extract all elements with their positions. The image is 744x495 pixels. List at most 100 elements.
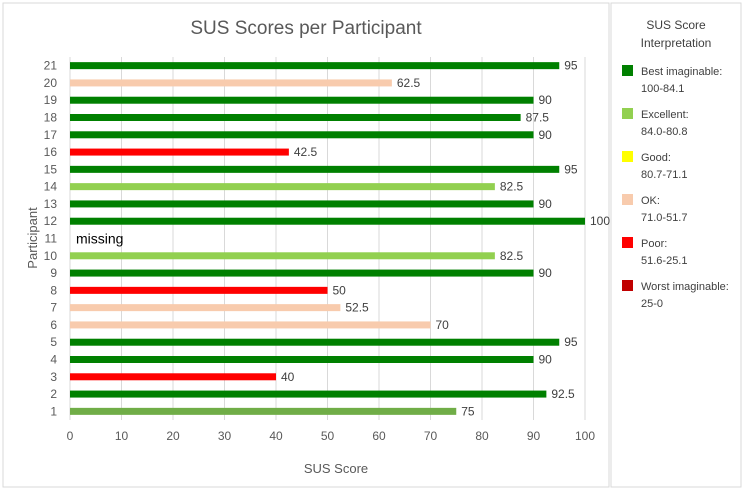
chart-title: SUS Scores per Participant: [190, 18, 422, 39]
legend-label: Poor:: [641, 238, 667, 250]
legend-swatch: [622, 108, 633, 119]
data-label: 90: [539, 93, 553, 107]
data-label: 82.5: [500, 180, 524, 194]
bar-participant-13: [70, 200, 534, 208]
data-label: 75: [461, 404, 475, 418]
y-tick-label: 6: [50, 318, 57, 332]
y-tick-label: 16: [44, 145, 58, 159]
data-label: 87.5: [526, 111, 550, 125]
bar-participant-9: [70, 269, 534, 277]
data-label: 40: [281, 370, 295, 384]
legend-label: Best imaginable:: [641, 66, 722, 78]
x-tick-label: 30: [218, 429, 232, 443]
bar-participant-19: [70, 96, 534, 104]
y-tick-label: 17: [44, 128, 58, 142]
bar-participant-21: [70, 62, 560, 70]
y-tick-label: 19: [44, 93, 58, 107]
data-label: 50: [333, 283, 347, 297]
legend-label: 100-84.1: [641, 83, 684, 95]
x-tick-label: 80: [475, 429, 489, 443]
y-tick-label: 13: [44, 197, 58, 211]
data-label: 90: [539, 128, 553, 142]
legend-title-line-2: Interpretation: [641, 36, 712, 50]
y-tick-label: 15: [44, 162, 58, 176]
legend-title-line-1: SUS Score: [646, 18, 706, 32]
legend-swatch: [622, 65, 633, 76]
x-axis-label: SUS Score: [304, 461, 368, 476]
bar-participant-2: [70, 390, 547, 398]
bar-participant-1: [70, 407, 457, 415]
x-tick-label: 60: [372, 429, 386, 443]
data-label: 70: [436, 318, 450, 332]
y-tick-label: 1: [50, 404, 57, 418]
y-tick-label: 21: [44, 59, 58, 73]
data-label: 90: [539, 197, 553, 211]
y-tick-label: 3: [50, 370, 57, 384]
data-label: 62.5: [397, 76, 421, 90]
y-tick-label: 8: [50, 283, 57, 297]
legend-label: 71.0-51.7: [641, 212, 687, 224]
bar-participant-7: [70, 304, 341, 312]
legend-swatch: [622, 151, 633, 162]
x-tick-label: 100: [575, 429, 595, 443]
data-labels: 75 92.5 40 90 95 70 52.5 50 90 82.5 100 90 82.5 95 42.…: [281, 59, 610, 419]
x-tick-label: 90: [527, 429, 541, 443]
y-tick-label: 11: [45, 232, 58, 246]
bar-participant-12: [70, 217, 585, 225]
y-tick-label: 12: [44, 214, 58, 228]
x-tick-label: 40: [269, 429, 283, 443]
annotation-missing: missing: [76, 231, 123, 247]
data-label: 95: [564, 335, 578, 349]
bar-participant-8: [70, 286, 328, 294]
y-tick-label: 9: [50, 266, 57, 280]
y-tick-label: 7: [50, 301, 57, 315]
y-axis-label: Participant: [25, 207, 40, 269]
legend: Best imaginable: 100-84.1 Excellent: 84.0-8…: [622, 65, 729, 310]
x-tick-label: 10: [115, 429, 129, 443]
data-label: 95: [564, 59, 578, 73]
x-tick-label: 20: [166, 429, 180, 443]
x-tick-label: 0: [67, 429, 74, 443]
legend-label: 84.0-80.8: [641, 126, 687, 138]
y-tick-label: 10: [44, 249, 58, 263]
bar-participant-18: [70, 114, 521, 121]
data-label: 95: [564, 162, 578, 176]
legend-swatch: [622, 237, 633, 248]
bar-participant-6: [70, 321, 431, 329]
data-label: 52.5: [345, 301, 369, 315]
legend-swatch: [622, 194, 633, 205]
legend-swatch: [622, 280, 633, 291]
bar-participant-20: [70, 79, 392, 87]
annotations: missing: [76, 231, 123, 247]
y-tick-label: 2: [50, 387, 57, 401]
bar-participant-4: [70, 356, 534, 363]
bar-participant-16: [70, 148, 289, 156]
legend-label: Good:: [641, 152, 671, 164]
legend-label: Worst imaginable:: [641, 281, 729, 293]
data-label: 82.5: [500, 249, 524, 263]
x-tick-label: 70: [424, 429, 438, 443]
data-label: 100: [590, 214, 610, 228]
x-tick-labels: 0 10 20 30 40 50 60 70 80 90 100: [67, 429, 596, 443]
y-tick-label: 4: [50, 353, 57, 367]
y-tick-label: 14: [44, 180, 58, 194]
x-tick-label: 50: [321, 429, 335, 443]
bar-participant-3: [70, 373, 276, 381]
bar-participant-10: [70, 252, 495, 260]
y-tick-label: 5: [50, 335, 57, 349]
bar-participant-17: [70, 131, 534, 139]
data-label: 90: [539, 353, 553, 367]
data-label: 42.5: [294, 145, 318, 159]
bars: [70, 62, 585, 415]
y-tick-label: 18: [44, 111, 58, 125]
y-tick-label: 20: [44, 76, 58, 90]
bar-participant-14: [70, 183, 495, 191]
bar-participant-15: [70, 165, 560, 173]
legend-label: OK:: [641, 195, 660, 207]
bar-participant-5: [70, 338, 560, 346]
legend-label: 25-0: [641, 298, 663, 310]
data-label: 92.5: [551, 387, 575, 401]
